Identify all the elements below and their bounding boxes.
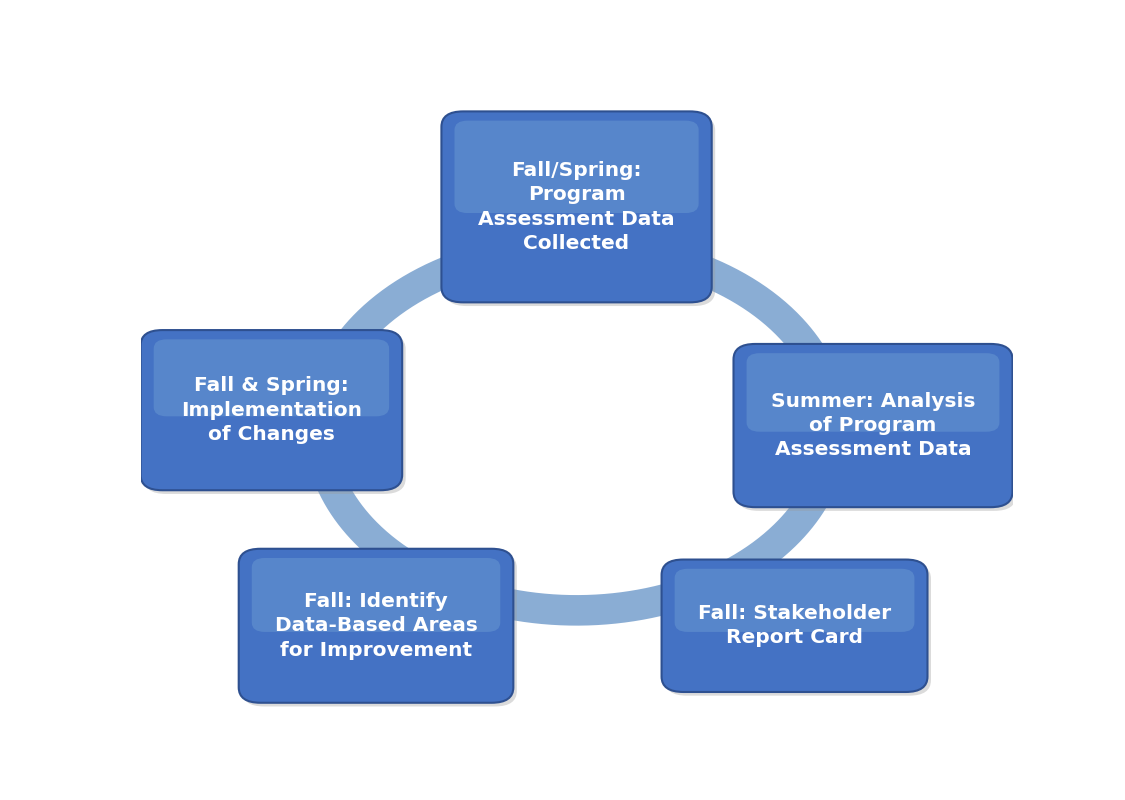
FancyBboxPatch shape: [242, 553, 516, 706]
FancyBboxPatch shape: [734, 344, 1012, 507]
FancyBboxPatch shape: [675, 569, 915, 632]
FancyBboxPatch shape: [455, 121, 699, 213]
Text: Fall & Spring:
Implementation
of Changes: Fall & Spring: Implementation of Changes: [181, 377, 362, 444]
FancyBboxPatch shape: [252, 558, 501, 632]
FancyBboxPatch shape: [737, 348, 1016, 511]
FancyBboxPatch shape: [747, 353, 999, 432]
FancyBboxPatch shape: [141, 330, 403, 490]
FancyBboxPatch shape: [238, 549, 513, 702]
Text: Summer: Analysis
of Program
Assessment Data: Summer: Analysis of Program Assessment D…: [771, 392, 975, 459]
FancyBboxPatch shape: [444, 115, 716, 306]
Text: Fall: Identify
Data-Based Areas
for Improvement: Fall: Identify Data-Based Areas for Impr…: [274, 592, 477, 659]
FancyBboxPatch shape: [154, 339, 389, 416]
FancyBboxPatch shape: [144, 334, 406, 494]
FancyBboxPatch shape: [662, 559, 927, 692]
Text: Fall/Spring:
Program
Assessment Data
Collected: Fall/Spring: Program Assessment Data Col…: [478, 161, 675, 253]
Text: Fall: Stakeholder
Report Card: Fall: Stakeholder Report Card: [698, 604, 891, 647]
FancyBboxPatch shape: [441, 111, 712, 302]
FancyBboxPatch shape: [665, 563, 932, 696]
